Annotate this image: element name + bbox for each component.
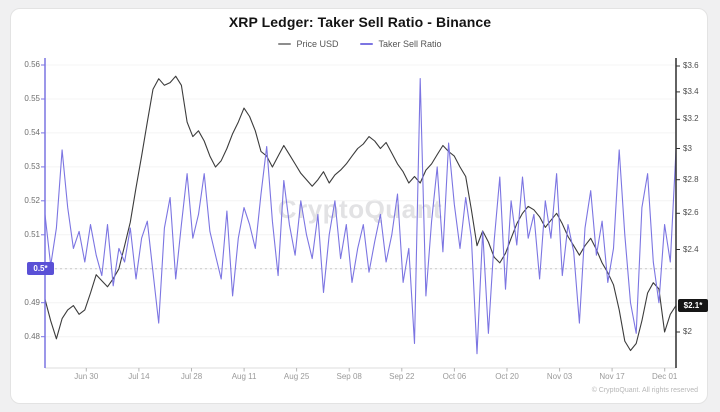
- x-axis-tick-label: Nov 03: [546, 372, 573, 381]
- left-axis-tick-label: 0.48: [24, 331, 40, 341]
- legend-dash-icon: [360, 43, 374, 45]
- x-axis-tick-label: Aug 25: [283, 372, 310, 381]
- left-axis-tick-label: 0.55: [24, 94, 40, 103]
- left-axis-tick-label: 0.52: [24, 195, 40, 205]
- x-axis-tick-label: Oct 06: [442, 372, 467, 381]
- x-axis-tick-label: Dec 01: [652, 372, 678, 381]
- legend-item-taker-sell-ratio[interactable]: Taker Sell Ratio: [360, 39, 442, 49]
- legend-dash-icon: [278, 43, 292, 45]
- right-axis-tick-label: $3: [683, 143, 692, 153]
- left-axis-tick-label: 0.56: [24, 60, 40, 69]
- x-axis-tick-label: Sep 08: [336, 372, 362, 381]
- chart-legend: Price USD Taker Sell Ratio: [0, 39, 720, 49]
- ratio-last-value-badge: 0.5*: [27, 262, 54, 276]
- x-axis-tick-label: Oct 20: [495, 372, 519, 381]
- x-axis-tick-label: Nov 17: [599, 372, 625, 381]
- legend-item-price-usd[interactable]: Price USD: [278, 39, 338, 49]
- right-axis-tick-label: $2.6: [683, 208, 699, 218]
- x-axis-tick-label: Jun 30: [74, 372, 99, 381]
- price-last-value-badge: $2.1*: [678, 299, 708, 313]
- legend-item-label: Price USD: [296, 39, 339, 49]
- left-axis-tick-label: 0.49: [24, 297, 40, 307]
- left-axis-tick-label: 0.51: [24, 229, 40, 239]
- right-axis-tick-label: $2.8: [683, 174, 699, 184]
- right-axis-tick-label: $3.6: [683, 61, 699, 70]
- copyright-note: © CryptoQuant. All rights reserved: [591, 387, 698, 394]
- right-axis-tick-label: $3.2: [683, 114, 699, 124]
- x-axis-tick-label: Aug 11: [231, 372, 257, 381]
- chart-title: XRP Ledger: Taker Sell Ratio - Binance: [228, 14, 492, 30]
- x-axis-tick-label: Jul 14: [128, 372, 150, 381]
- left-axis-tick-label: 0.53: [24, 161, 40, 171]
- left-axis-tick-label: 0.54: [24, 127, 40, 137]
- x-axis-tick-label: Sep 22: [389, 372, 415, 381]
- right-axis-tick-label: $2: [683, 327, 692, 336]
- x-axis-tick-label: Jul 28: [180, 372, 203, 381]
- right-axis-tick-label: $3.4: [683, 86, 699, 96]
- chart-plot-area[interactable]: [45, 58, 676, 368]
- legend-item-label: Taker Sell Ratio: [378, 39, 442, 49]
- right-axis-tick-label: $2.4: [683, 244, 699, 254]
